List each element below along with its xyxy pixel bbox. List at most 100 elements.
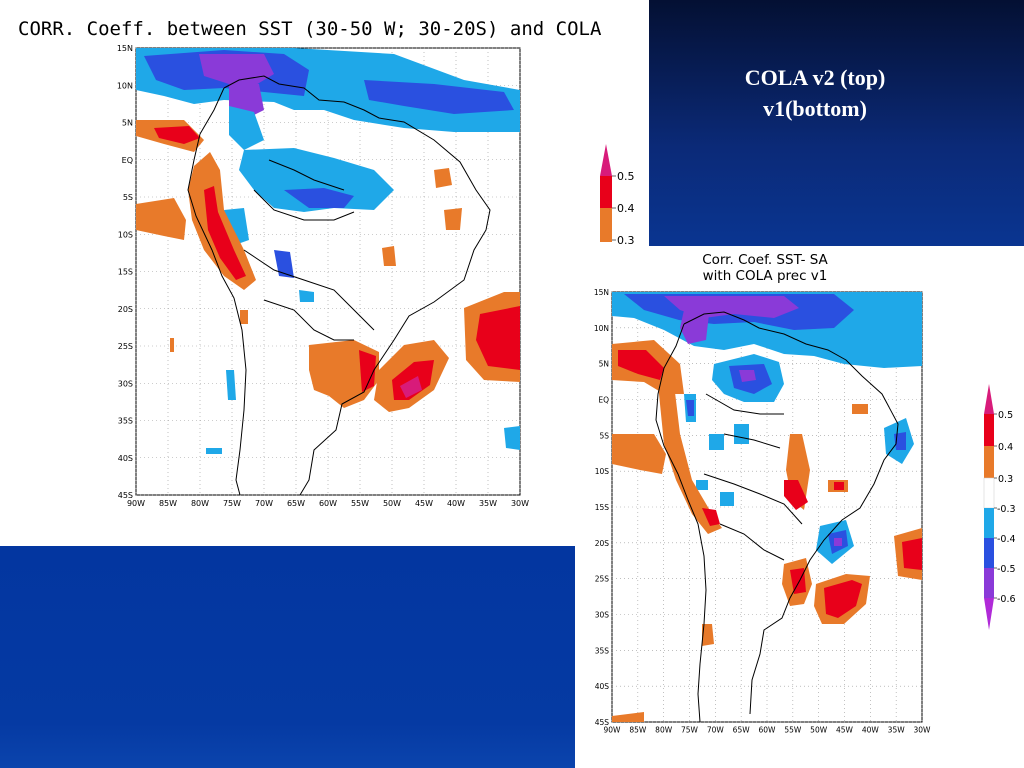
map1-lon-label: 85W: [159, 499, 177, 508]
map1-orange-patch-b: [444, 208, 462, 230]
map1-lon-label: 65W: [287, 499, 305, 508]
map1-lon-axis-labels: 90W 85W 80W 75W 70W 65W 60W 55W 50W 45W 40W 35W 30W: [127, 499, 529, 508]
legend2-swatch-red: [984, 414, 994, 446]
map1-lon-label: 30W: [511, 499, 529, 508]
map1-lon-label: 50W: [383, 499, 401, 508]
legend2-swatch-purple: [984, 568, 994, 598]
map2-orange-patch-h: [852, 404, 868, 414]
map2-lon-label: 70W: [707, 726, 725, 735]
map1-lon-label: 70W: [255, 499, 273, 508]
legend2-label-2: 0.3: [998, 474, 1013, 485]
map2-purple-amazon: [739, 370, 756, 382]
map1-lon-label: 40W: [447, 499, 465, 508]
map1-lon-label: 90W: [127, 499, 145, 508]
map1-lon-label: 75W: [223, 499, 241, 508]
map1-orange-patch-d: [170, 338, 174, 352]
map1-correlation-map: 15N 10N 5N EQ 5S 10S 15S 20S 25S 30S 35S 40S 45S 90W…: [117, 44, 529, 508]
map1-lat-label: 25S: [118, 342, 133, 351]
map2-lon-label: 40W: [862, 726, 880, 735]
map2-lat-label: 10N: [594, 324, 609, 333]
legend1-swatch-magenta: [600, 144, 612, 176]
legend2-swatch-light-blue: [984, 508, 994, 538]
legend2-swatch-violet: [984, 598, 994, 630]
map1-red-atlantic: [476, 306, 520, 370]
map2-red-andes: [702, 508, 720, 526]
map2-lon-label: 60W: [759, 726, 777, 735]
map2-lon-label: 30W: [914, 726, 932, 735]
dark-blue-panel-bottom-left: [0, 546, 575, 768]
map1-blue-amazon-core: [284, 188, 354, 208]
map2-lat-label: 45S: [595, 718, 610, 727]
legend2-label-6: -0.6: [997, 594, 1016, 605]
map2-shading: [612, 292, 922, 722]
map1-magenta-se-core: [400, 376, 422, 398]
map1-red-se-1: [359, 350, 376, 392]
map1-orange-patch-a: [434, 168, 452, 188]
legend2-swatch-magenta: [984, 384, 994, 414]
map1-lon-label: 35W: [479, 499, 497, 508]
map2-red-center-b: [834, 482, 844, 490]
map2-lon-axis-labels: 90W 85W 80W 75W 70W 65W 60W 55W 50W 45W 40W 35W 30W: [604, 726, 932, 735]
legend1-swatch-orange: [600, 208, 612, 242]
map2-lat-label: 35S: [595, 646, 610, 655]
map2-purple-patch-e: [834, 538, 842, 546]
map1-lat-label: 5S: [123, 193, 133, 202]
map2-lon-label: 90W: [604, 726, 622, 735]
map2-correlation-map: 15N 10N 5N EQ 5S 10S 15S 20S 25S 30S 35S 40S 45S 90W…: [594, 288, 932, 735]
map1-color-legend: 0.5 0.4 0.3: [600, 144, 635, 246]
legend1-label-2: 0.3: [617, 234, 635, 246]
map1-lon-label: 60W: [319, 499, 337, 508]
map1-blue-patch-e: [226, 370, 236, 400]
map1-lat-label: 15S: [118, 268, 133, 277]
map1-lon-label: 55W: [351, 499, 369, 508]
map2-blue-patch-g: [696, 480, 708, 490]
map2-lon-label: 85W: [629, 726, 647, 735]
map1-lat-label: 35S: [118, 417, 133, 426]
legend2-label-4: -0.4: [997, 534, 1016, 545]
map1-blue-band-east: [364, 80, 514, 114]
map2-title-line-2: with COLA prec v1: [702, 268, 828, 284]
map1-orange-patch-c: [382, 246, 396, 266]
map1-lat-label: 30S: [118, 379, 133, 388]
map2-lon-label: 50W: [810, 726, 828, 735]
map1-lat-label: 10N: [117, 81, 133, 90]
map2-coastline: [655, 311, 899, 723]
map1-lat-label: 45S: [118, 491, 133, 500]
map1-blue-tail: [229, 106, 264, 150]
map1-orange-andes: [188, 152, 256, 290]
map2-blue-patch-d: [734, 424, 749, 444]
map2-red-center: [784, 480, 808, 510]
map1-lat-label: 20S: [118, 305, 133, 314]
map2-lat-label: 5N: [599, 360, 609, 369]
legend2-label-0: 0.5: [998, 410, 1013, 421]
map2-lat-axis-labels: 15N 10N 5N EQ 5S 10S 15S 20S 25S 30S 35S 40S 45S: [594, 288, 609, 727]
dark-blue-panel-top-right: [649, 0, 1024, 246]
slide-title-line-2: v1(bottom): [763, 96, 867, 121]
map1-red-nw: [154, 126, 200, 144]
legend2-label-1: 0.4: [998, 442, 1013, 453]
map2-orange-coast: [612, 434, 666, 474]
map2-purple-north-tail: [680, 310, 709, 344]
map1-coastline: [187, 75, 491, 496]
map1-orange-peru-coast: [136, 198, 186, 240]
map1-purple-region-a: [199, 54, 274, 86]
map2-lat-label: EQ: [598, 396, 609, 405]
map1-lat-axis-labels: 15N 10N 5N EQ 5S 10S 15S 20S 25S 30S 35S 40S 45S: [117, 44, 133, 500]
map2-red-se-2: [824, 580, 862, 618]
map2-lon-label: 65W: [733, 726, 751, 735]
map2-orange-south-coast: [702, 624, 714, 646]
map1-blue-patch-f: [504, 426, 520, 450]
map1-title: CORR. Coeff. between SST (30-50 W; 30-20…: [18, 18, 602, 40]
legend1-label-0: 0.5: [617, 170, 635, 183]
map1-lat-label: EQ: [122, 156, 133, 165]
legend2-swatch-blue: [984, 538, 994, 568]
map2-title: Corr. Coef. SST- SA with COLA prec v1: [640, 252, 890, 284]
map1-orange-patch-e: [240, 310, 248, 324]
map2-lon-label: 80W: [655, 726, 673, 735]
legend1-label-1: 0.4: [617, 202, 635, 215]
legend2-swatch-orange: [984, 446, 994, 478]
map1-blue-patch-d: [299, 290, 314, 302]
map2-lon-label: 55W: [784, 726, 802, 735]
map1-lat-label: 40S: [118, 454, 133, 463]
map1-blue-patch-c: [274, 250, 294, 278]
